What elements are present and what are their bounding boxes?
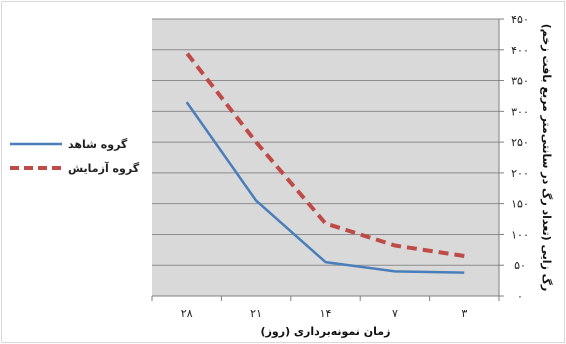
series-line-control	[185, 101, 465, 274]
gridlines	[152, 18, 499, 266]
y-tick-label: ۳۰۰	[511, 105, 529, 118]
plot-area	[152, 18, 499, 296]
x-tick-label: ۲۸	[181, 307, 193, 320]
legend-label: گروه شاهد	[68, 138, 128, 151]
y-tick-label: ۲۰۰	[511, 167, 529, 180]
x-tick-label: ۷	[392, 307, 398, 320]
y-tick-label: ۳۵۰	[511, 75, 529, 88]
y-tick-label: ۴۰۰	[511, 44, 529, 57]
series-layer	[185, 51, 465, 274]
y-tick-label: ۱۰۰	[511, 228, 529, 241]
x-axis-title: زمان نمونه‌برداری (روز)	[261, 325, 391, 338]
y-tick-label: ۴۵۰	[511, 13, 529, 26]
y-tick-label: ۰	[517, 290, 523, 303]
y-tick-label: ۱۵۰	[511, 198, 529, 211]
legend-label: گروه آزمایش	[68, 161, 140, 175]
y-tick-label: ۲۵۰	[511, 136, 529, 149]
legend: گروه شاهد گروه آزمایش	[10, 138, 140, 175]
y-axis: ۰ ۵۰ ۱۰۰ ۱۵۰ ۲۰۰ ۲۵۰ ۳۰۰ ۳۵۰ ۴۰۰ ۴۵۰	[498, 13, 529, 303]
y-axis-title: رگ زایی (تعداد رگ در سانتی‌متر مربع بافت…	[540, 24, 554, 291]
x-axis: ۳ ۷ ۱۴ ۲۱ ۲۸	[151, 295, 500, 320]
x-tick-label: ۲۱	[250, 307, 262, 320]
plot-background	[152, 19, 499, 296]
x-tick-label: ۳	[461, 307, 467, 320]
y-tick-label: ۵۰	[514, 259, 526, 272]
x-tick-label: ۱۴	[320, 307, 332, 320]
